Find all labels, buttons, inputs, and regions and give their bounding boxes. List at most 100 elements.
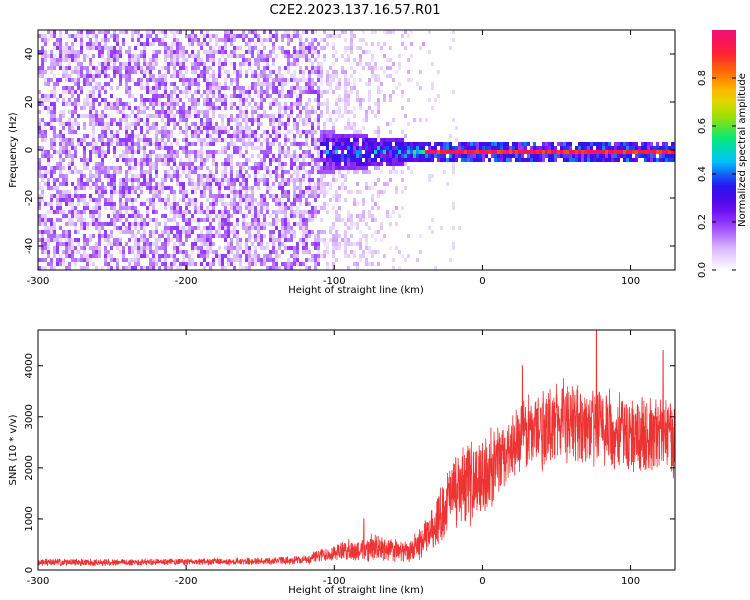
heatmap-cell: [83, 250, 86, 254]
heatmap-cell: [239, 202, 242, 206]
heatmap-cell: [170, 42, 173, 46]
heatmap-cell: [500, 154, 503, 158]
heatmap-cell: [254, 138, 257, 142]
heatmap-cell: [143, 86, 146, 90]
heatmap-cell: [458, 146, 461, 150]
heatmap-cell: [71, 238, 74, 242]
heatmap-cell: [68, 90, 71, 94]
heatmap-cell: [344, 82, 347, 86]
heatmap-cell: [161, 74, 164, 78]
heatmap-cell: [149, 138, 152, 142]
heatmap-cell: [71, 218, 74, 222]
heatmap-cell: [53, 66, 56, 70]
heatmap-cell: [347, 110, 350, 114]
heatmap-cell: [320, 82, 323, 86]
heatmap-cell: [104, 170, 107, 174]
heatmap-cell: [59, 130, 62, 134]
heatmap-cell: [227, 226, 230, 230]
heatmap-cell: [95, 146, 98, 150]
heatmap-cell: [173, 102, 176, 106]
heatmap-cell: [311, 258, 314, 262]
heatmap-cell: [239, 98, 242, 102]
heatmap-cell: [215, 214, 218, 218]
y-tick-label: -40: [24, 238, 35, 254]
heatmap-cell: [104, 238, 107, 242]
heatmap-cell: [197, 82, 200, 86]
heatmap-cell: [128, 66, 131, 70]
heatmap-cell: [119, 178, 122, 182]
heatmap-cell: [131, 94, 134, 98]
heatmap-cell: [404, 146, 407, 150]
heatmap-cell: [311, 90, 314, 94]
heatmap-cell: [173, 58, 176, 62]
heatmap-cell: [200, 178, 203, 182]
heatmap-cell: [185, 230, 188, 234]
heatmap-cell: [53, 182, 56, 186]
heatmap-cell: [299, 38, 302, 42]
heatmap-cell: [260, 106, 263, 110]
heatmap-cell: [638, 146, 641, 150]
heatmap-cell: [164, 142, 167, 146]
heatmap-cell: [290, 210, 293, 214]
heatmap-cell: [590, 142, 593, 146]
heatmap-cell: [62, 262, 65, 266]
heatmap-cell: [164, 226, 167, 230]
heatmap-cell: [323, 126, 326, 130]
heatmap-cell: [104, 234, 107, 238]
heatmap-cell: [125, 210, 128, 214]
heatmap-cell: [74, 90, 77, 94]
heatmap-cell: [164, 78, 167, 82]
heatmap-cell: [59, 198, 62, 202]
heatmap-cell: [50, 54, 53, 58]
heatmap-cell: [206, 234, 209, 238]
heatmap-cell: [140, 202, 143, 206]
heatmap-cell: [581, 154, 584, 158]
heatmap-cell: [167, 234, 170, 238]
heatmap-cell: [62, 90, 65, 94]
heatmap-cell: [155, 138, 158, 142]
heatmap-cell: [305, 162, 308, 166]
heatmap-cell: [302, 226, 305, 230]
heatmap-cell: [281, 34, 284, 38]
heatmap-cell: [221, 194, 224, 198]
heatmap-cell: [401, 42, 404, 46]
heatmap-cell: [248, 222, 251, 226]
heatmap-cell: [116, 110, 119, 114]
heatmap-cell: [482, 142, 485, 146]
heatmap-cell: [323, 230, 326, 234]
heatmap-cell: [41, 134, 44, 138]
heatmap-cell: [329, 34, 332, 38]
heatmap-cell: [116, 98, 119, 102]
heatmap-cell: [44, 182, 47, 186]
heatmap-cell: [488, 142, 491, 146]
heatmap-cell: [293, 138, 296, 142]
heatmap-cell: [251, 82, 254, 86]
heatmap-cell: [257, 54, 260, 58]
heatmap-cell: [404, 114, 407, 118]
heatmap-cell: [371, 54, 374, 58]
heatmap-cell: [251, 258, 254, 262]
heatmap-cell: [170, 254, 173, 258]
heatmap-cell: [233, 94, 236, 98]
heatmap-cell: [191, 130, 194, 134]
heatmap-cell: [536, 150, 539, 154]
heatmap-cell: [515, 150, 518, 154]
heatmap-cell: [368, 214, 371, 218]
heatmap-cell: [170, 178, 173, 182]
heatmap-cell: [299, 190, 302, 194]
heatmap-cell: [227, 262, 230, 266]
heatmap-cell: [347, 102, 350, 106]
heatmap-cell: [275, 218, 278, 222]
heatmap-cell: [239, 170, 242, 174]
heatmap-cell: [452, 226, 455, 230]
heatmap-cell: [38, 238, 41, 242]
heatmap-cell: [176, 58, 179, 62]
heatmap-cell: [131, 202, 134, 206]
heatmap-cell: [188, 230, 191, 234]
heatmap-cell: [74, 214, 77, 218]
heatmap-cell: [95, 202, 98, 206]
heatmap-cell: [287, 154, 290, 158]
heatmap-cell: [41, 234, 44, 238]
heatmap-cell: [233, 134, 236, 138]
heatmap-cell: [227, 146, 230, 150]
